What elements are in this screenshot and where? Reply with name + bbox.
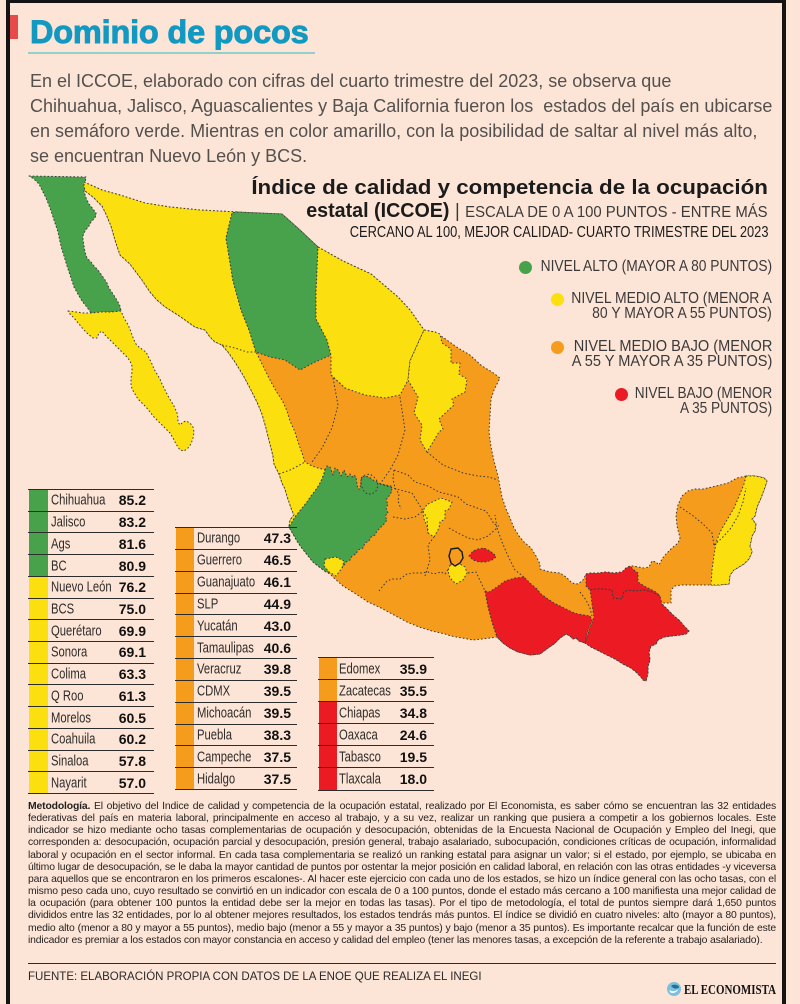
svg-text:EL ECONOMISTA: EL ECONOMISTA — [684, 983, 777, 998]
